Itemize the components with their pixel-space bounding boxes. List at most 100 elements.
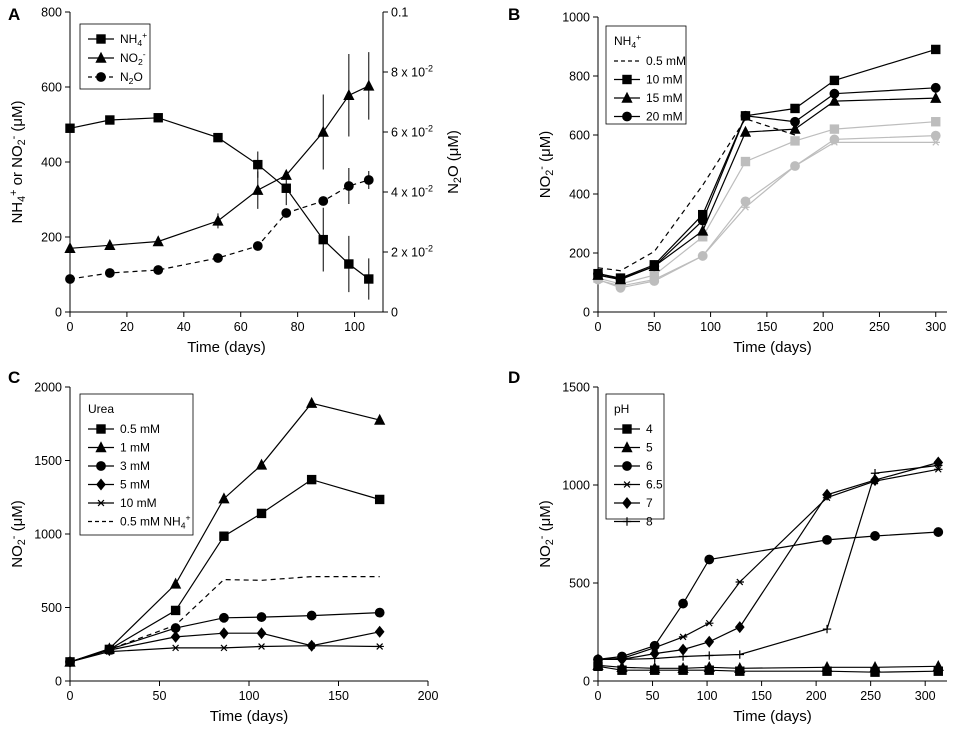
data-point: [256, 508, 267, 519]
y-tick-label: 500: [569, 577, 590, 591]
data-point: [704, 635, 715, 648]
x-axis-label: Time (days): [733, 339, 812, 356]
y2-tick-label: 0: [391, 306, 398, 320]
data-point: [281, 208, 292, 218]
data-point: [374, 625, 385, 638]
data-point: [363, 79, 375, 91]
data-point: [255, 458, 268, 470]
data-point: [256, 627, 267, 640]
data-point: [822, 534, 832, 545]
data-point: [740, 156, 751, 167]
x-tick-label: 150: [328, 689, 349, 703]
data-point: [735, 650, 744, 659]
y-axis-label: NH4+ or NO2- (μM): [8, 100, 28, 223]
data-point: [219, 627, 229, 640]
legend-marker: [95, 441, 107, 453]
legend-label: 3 mM: [120, 459, 150, 473]
x-tick-label: 40: [177, 320, 191, 334]
y-tick-label: 800: [569, 70, 590, 84]
data-point: [930, 130, 941, 141]
legend-marker: [96, 461, 106, 471]
legend-box: [79, 23, 151, 90]
data-point: [213, 253, 223, 263]
data-point: [306, 396, 318, 408]
data-point: [869, 660, 881, 672]
data-point: [735, 578, 744, 586]
data-point: [678, 633, 688, 641]
data-point: [306, 474, 317, 485]
legend-title: Urea: [88, 402, 114, 416]
x-tick-label: 100: [344, 320, 365, 334]
data-point: [829, 88, 840, 99]
legend-title: pH: [614, 402, 629, 416]
x-tick-label: 250: [869, 320, 890, 334]
legend: NH4+ 0.5 mM 10 mM 15 mM 20 mM: [605, 25, 687, 125]
data-point: [703, 660, 715, 672]
legend-box: [605, 25, 687, 125]
panel-a-plot: 0 20 40 60 80 100 0 200 400 600 800 0 2 x 10-2 4 x 10…: [8, 6, 464, 357]
data-point: [821, 660, 833, 672]
legend-marker: [96, 34, 106, 44]
data-point: [790, 116, 800, 127]
y-tick-label: 600: [569, 129, 590, 143]
panel-b: B 0 50 100 150 200 250 300 0 200 400 600 800 1000 Tim…: [508, 5, 947, 356]
data-point: [343, 88, 355, 100]
legend-label: N2O: [120, 70, 143, 86]
legend-label: 20 mM: [646, 110, 683, 124]
x-axis-label: Time (days): [733, 708, 812, 725]
legend-marker: [95, 51, 107, 63]
data-point: [739, 125, 752, 137]
y-tick-label: 0: [583, 306, 590, 320]
legend-label: 5: [646, 441, 653, 455]
y2-tick-label: 0.1: [391, 6, 408, 20]
data-point: [697, 251, 708, 261]
y-axis-label: NO2- (μM): [536, 500, 556, 567]
legend-label: NH4+: [120, 30, 147, 48]
data-point: [828, 94, 841, 106]
data-point: [790, 161, 800, 171]
data-point: [153, 113, 163, 123]
series-line: [69, 179, 369, 280]
series-line: [597, 87, 936, 280]
data-point: [930, 82, 941, 93]
data-point: [650, 654, 659, 663]
legend-marker: [621, 91, 633, 103]
data-point: [105, 115, 115, 125]
y-tick-label: 200: [41, 231, 62, 245]
legend-label: NO2-: [120, 49, 146, 67]
panel-a: A 0 20 40 60 80 100 0 200 400 600 800 0 2 x 10-2 4 x …: [8, 5, 464, 356]
legend-label: 10 mM: [120, 496, 157, 510]
legend-box: [605, 393, 665, 520]
y-tick-label: 1500: [34, 454, 62, 468]
legend-marker: [622, 481, 632, 488]
legend-marker: [622, 424, 632, 434]
series-line: [597, 531, 939, 660]
data-point: [170, 605, 181, 616]
data-point: [65, 123, 75, 133]
series-line: [597, 118, 796, 272]
y-axis-label: NO2- (μM): [8, 500, 28, 567]
data-point: [375, 643, 384, 650]
data-point: [104, 238, 116, 250]
x-tick-label: 250: [860, 689, 881, 703]
legend-label: 4: [646, 422, 653, 436]
series-15-mm-urea: [593, 139, 940, 290]
data-point: [219, 531, 229, 541]
x-tick-label: 50: [646, 689, 660, 703]
data-point: [649, 661, 661, 673]
data-point: [822, 488, 832, 501]
legend-marker: [622, 517, 632, 526]
legend-label: 7: [646, 496, 653, 510]
y2-tick-label: 8 x 10-2: [391, 64, 433, 80]
data-point: [318, 196, 329, 206]
series-line: [597, 121, 936, 285]
panel-d: D 0 50 100 150 200 250 300 0 500 1000 1500 Time (da…: [508, 368, 947, 725]
x-tick-label: 60: [234, 320, 248, 334]
data-point: [307, 642, 316, 650]
data-point: [318, 234, 328, 245]
series-20-mm: [593, 82, 941, 284]
x-tick-label: 300: [925, 320, 946, 334]
y-tick-label: 1500: [562, 381, 590, 395]
legend-label: 0.5 mM: [646, 54, 686, 68]
